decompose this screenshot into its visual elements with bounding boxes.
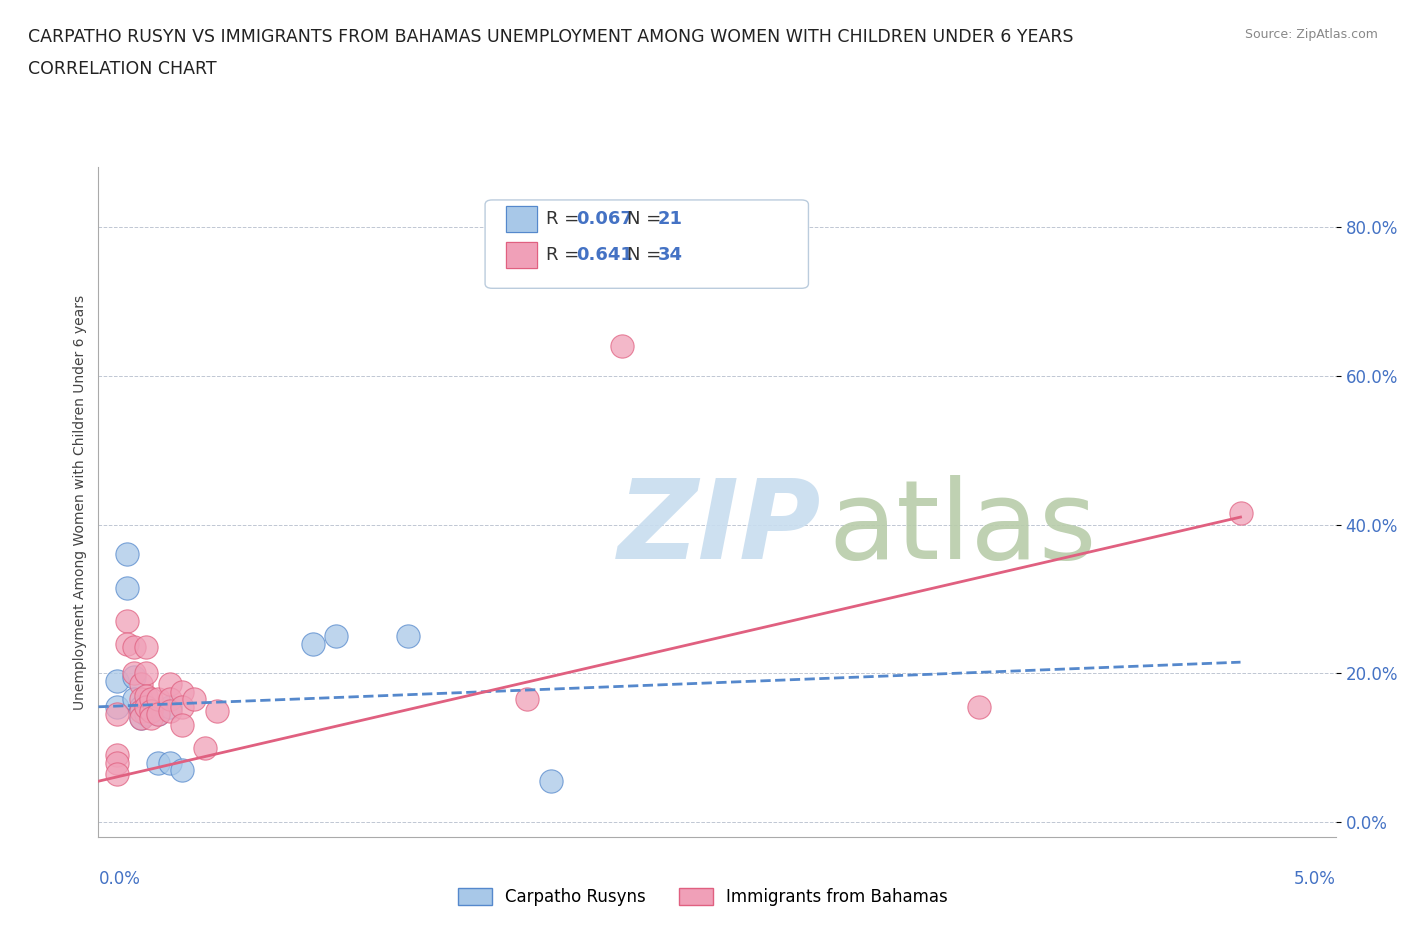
Point [107,766,129,781]
Point [159,692,181,707]
Point [139,703,162,718]
Text: 21: 21 [658,210,683,229]
Point [159,699,181,714]
Point [170,699,193,714]
Point [183,692,205,707]
Text: R =: R = [546,246,585,264]
Point [107,748,129,763]
Text: CORRELATION CHART: CORRELATION CHART [28,60,217,78]
Text: 0.067: 0.067 [576,210,633,229]
Point [129,711,152,725]
Point [516,692,538,707]
Point [135,699,157,714]
Point [107,699,129,714]
Point [135,699,157,714]
Point [139,711,162,725]
Point [207,703,229,718]
Legend: Carpatho Rusyns, Immigrants from Bahamas: Carpatho Rusyns, Immigrants from Bahamas [451,881,955,912]
Point [135,688,157,703]
Point [129,703,152,718]
Point [129,711,152,725]
Point [325,629,347,644]
Point [129,677,152,692]
Text: atlas: atlas [828,475,1097,582]
Point [107,755,129,770]
Point [146,707,169,722]
Point [139,692,162,707]
Text: 34: 34 [658,246,683,264]
Text: 0.641: 0.641 [576,246,633,264]
Point [122,666,145,681]
Text: R =: R = [546,210,585,229]
Point [115,636,138,651]
Point [540,774,562,789]
Point [194,740,217,755]
Text: 5.0%: 5.0% [1294,870,1336,888]
Point [129,699,152,714]
Text: N =: N = [627,246,666,264]
Text: CARPATHO RUSYN VS IMMIGRANTS FROM BAHAMAS UNEMPLOYMENT AMONG WOMEN WITH CHILDREN: CARPATHO RUSYN VS IMMIGRANTS FROM BAHAMA… [28,28,1074,46]
Text: ZIP: ZIP [619,475,821,582]
Point [610,339,633,353]
Point [129,692,152,707]
Point [159,677,181,692]
Point [115,547,138,562]
Point [135,666,157,681]
Point [159,703,181,718]
Point [129,703,152,718]
Point [170,684,193,699]
Point [139,703,162,718]
Text: 0.0%: 0.0% [98,870,141,888]
Y-axis label: Unemployment Among Women with Children Under 6 years: Unemployment Among Women with Children U… [73,295,87,710]
Point [115,614,138,629]
Text: Source: ZipAtlas.com: Source: ZipAtlas.com [1244,28,1378,41]
Point [107,673,129,688]
Text: N =: N = [627,210,666,229]
Point [122,640,145,655]
Point [107,707,129,722]
Point [1229,506,1251,521]
Point [135,640,157,655]
Point [135,707,157,722]
Point [146,755,169,770]
Point [396,629,419,644]
Point [115,580,138,595]
Point [146,692,169,707]
Point [170,763,193,777]
Point [170,718,193,733]
Point [122,670,145,684]
Point [146,707,169,722]
Point [122,692,145,707]
Point [159,755,181,770]
Point [301,636,323,651]
Point [967,699,990,714]
